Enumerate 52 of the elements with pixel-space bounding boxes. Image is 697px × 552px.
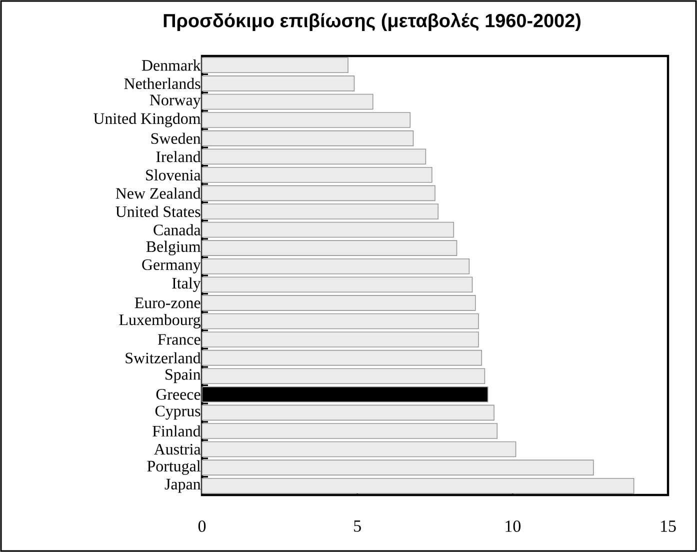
bar [202, 130, 414, 146]
bar [202, 57, 348, 74]
y-tick-label: France [158, 334, 200, 345]
bar [202, 276, 473, 293]
y-tick-label: Belgium [146, 240, 201, 256]
bar [202, 332, 479, 348]
bar [202, 222, 454, 238]
bar [202, 166, 432, 183]
y-tick-label: Ireland [156, 150, 201, 162]
y-tick-label: Switzerland [126, 352, 201, 364]
y-tick-label: Japan [164, 478, 201, 493]
y-tick-label: Luxembourg [119, 314, 201, 328]
y-tick-label: Austria [154, 444, 201, 455]
y-tick-label: Canada [154, 224, 201, 236]
y-tick-label: United Kingdom [94, 112, 201, 128]
y-tick-label: Cyprus [155, 406, 200, 420]
y-tick-label: New Zealand [116, 188, 201, 199]
y-tick-label: Finland [152, 425, 201, 437]
y-tick-label: Portugal [147, 460, 200, 475]
x-tick-label: 10 [506, 520, 521, 532]
bar [202, 94, 374, 110]
bar [202, 112, 411, 128]
y-tick-label: Spain [166, 369, 201, 384]
bar [202, 478, 634, 494]
bar [202, 350, 482, 366]
bar [202, 185, 436, 202]
chart-title: Προσδόκιμο επιβίωσης (μεταβολές 1960-2002) [164, 12, 580, 32]
y-tick-label: Germany [142, 259, 201, 274]
y-tick-label: Netherlands [124, 78, 200, 90]
y-tick-label: Euro-zone [134, 298, 200, 308]
bar [202, 423, 498, 439]
bar [202, 404, 494, 421]
bar [202, 368, 486, 384]
y-tick-label: Norway [150, 94, 201, 109]
bar [202, 76, 355, 92]
bar [202, 441, 516, 458]
y-tick-label: Denmark [142, 60, 201, 71]
bar [202, 313, 479, 330]
y-tick-label: Italy [172, 277, 201, 292]
x-tick-label: 15 [661, 520, 676, 532]
bar [202, 460, 594, 476]
y-tick-label: United States [116, 206, 200, 218]
bar [202, 258, 470, 274]
y-tick-label: Slovenia [146, 169, 201, 180]
x-tick-label: 0 [198, 520, 206, 532]
bar [202, 295, 476, 311]
bar [202, 148, 426, 164]
y-tick-label: Greece [156, 389, 200, 400]
bar [202, 240, 458, 256]
y-tick-label: Sweden [151, 132, 201, 144]
bar [202, 204, 439, 220]
x-tick-label: 5 [354, 520, 361, 532]
